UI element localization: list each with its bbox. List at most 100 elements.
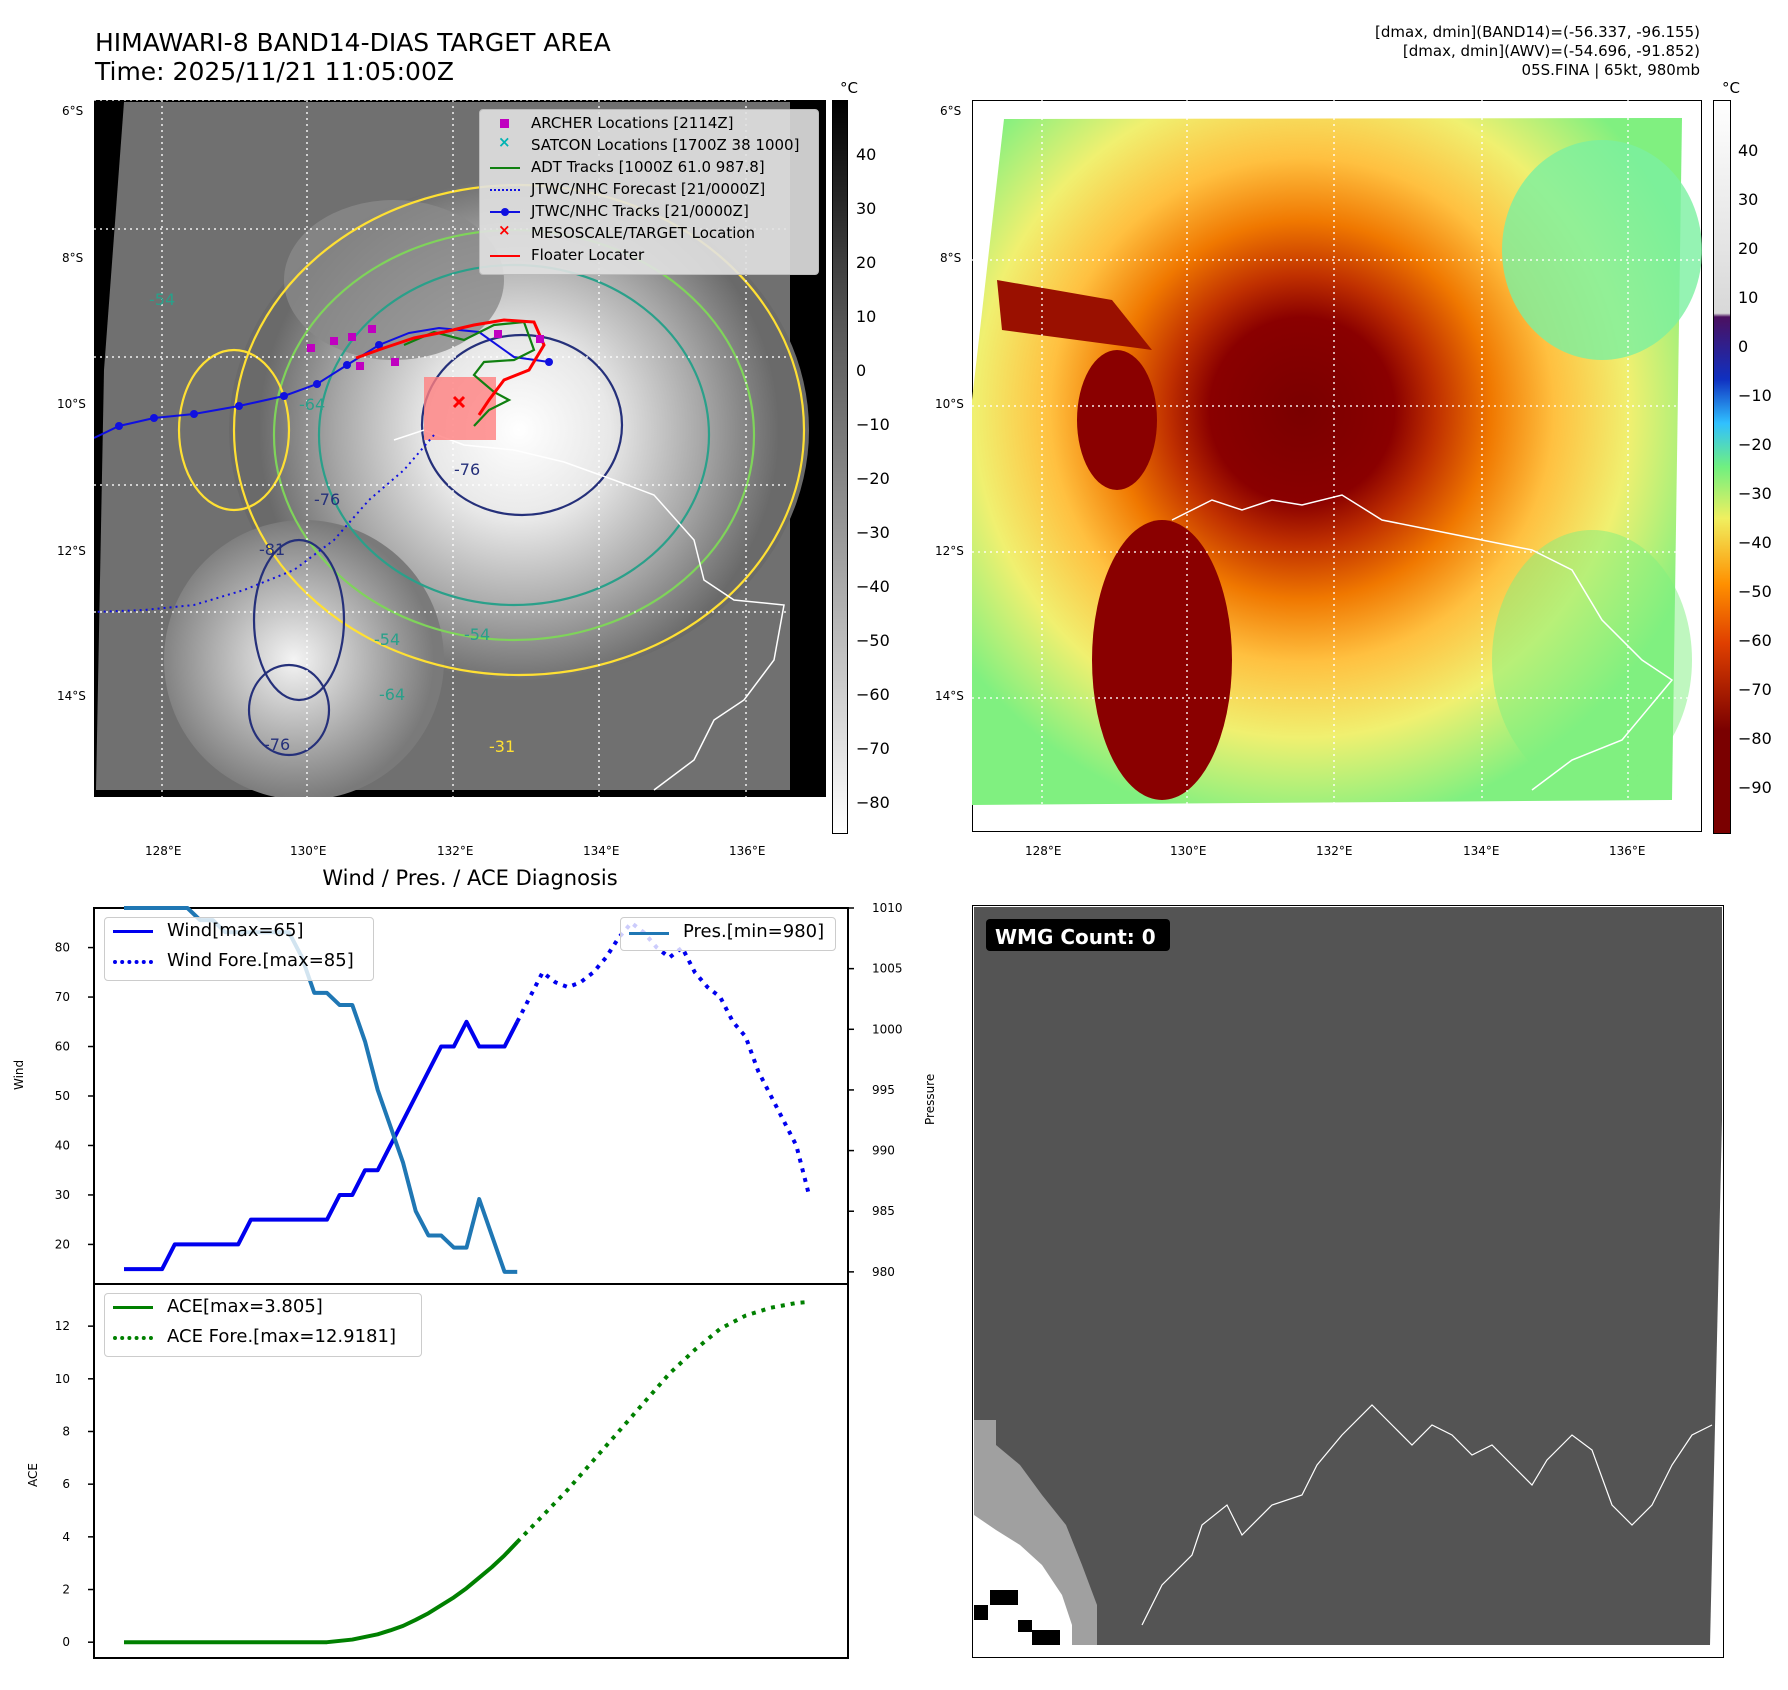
awv-colorbar-tick: −60: [1738, 631, 1772, 650]
awv-colorbar-tick: 20: [1738, 239, 1759, 258]
ir-colorbar-tick: 10: [856, 307, 877, 326]
wind-axis-label: Wind: [12, 1059, 26, 1090]
awv-colorbar-tick: −70: [1738, 680, 1772, 699]
contour-label: -54: [374, 630, 400, 649]
adt-track-line: [403, 320, 536, 427]
legend-label: ARCHER Locations [2114Z]: [531, 114, 734, 132]
pressure-series-line: [124, 906, 518, 1274]
contour-navy-sw: [252, 538, 346, 702]
wind-legend-label: Wind[max=65]: [167, 920, 304, 941]
jtwc-forecast-line: [94, 434, 435, 613]
jtwc-forecast-line-icon: [490, 189, 520, 191]
coastline-awv: [1171, 494, 1674, 791]
jtwc-track-point: [190, 410, 198, 418]
dmax-dmin-awv: [dmax, dmin](AWV)=(-54.696, -91.852): [1402, 42, 1700, 60]
ace-ytick-label: 0: [62, 1635, 70, 1649]
archer-point: [494, 330, 502, 338]
lon-label-128e: 128°E: [145, 844, 182, 858]
ir-colorbar-tick: −40: [856, 577, 890, 596]
wmg-edge-white: [974, 1515, 1072, 1645]
ace-ytick-label: 12: [55, 1319, 70, 1333]
wmg-black-cell: [990, 1590, 1018, 1605]
jtwc-track-point: [313, 380, 321, 388]
wind-series-line: [124, 1019, 520, 1272]
floater-line-icon: [490, 255, 520, 257]
awv-lat-label-12s: 12°S: [935, 544, 964, 558]
ir-colorbar-unit: °C: [840, 79, 858, 97]
pressure-legend-label: Pres.[min=980]: [683, 921, 825, 942]
diagnosis-title: Wind / Pres. / ACE Diagnosis: [322, 866, 618, 890]
wind-fore-legend-label: Wind Fore.[max=85]: [167, 950, 354, 971]
awv-lon-label-128e: 128°E: [1025, 844, 1062, 858]
archer-point: [330, 337, 338, 345]
ace-ytick-label: 4: [62, 1530, 70, 1544]
pressure-ytick-label: 1010: [872, 901, 903, 915]
jtwc-track-point: [343, 361, 351, 369]
awv-colorbar-tick: −30: [1738, 484, 1772, 503]
wind-fore-legend-line-icon: [113, 960, 153, 964]
awv-dry-slot-sw: [1092, 520, 1232, 800]
ir-colorbar-tick: −10: [856, 415, 890, 434]
pressure-legend: Pres.[min=980]: [620, 917, 836, 951]
legend-entry-jtwc-tracks: JTWC/NHC Tracks [21/0000Z]: [480, 202, 818, 224]
pressure-legend-line-icon: [629, 932, 669, 935]
lat-label-12s: 12°S: [57, 544, 86, 558]
wind-ytick-label: 30: [55, 1188, 70, 1202]
wmg-black-cell: [974, 1605, 988, 1620]
pressure-ytick-label: 985: [872, 1204, 895, 1218]
archer-point: [368, 325, 376, 333]
wind-ytick-label: 20: [55, 1237, 70, 1251]
jtwc-track-point: [545, 358, 553, 366]
awv-colorbar-unit: °C: [1722, 79, 1740, 97]
lon-label-134e: 134°E: [583, 844, 620, 858]
storm-info: 05S.FINA | 65kt, 980mb: [1521, 61, 1700, 79]
awv-lon-label-132e: 132°E: [1316, 844, 1353, 858]
jtwc-track-point: [280, 392, 288, 400]
awv-lat-label-8s: 8°S: [940, 251, 962, 265]
ir-colorbar-tick: −80: [856, 793, 890, 812]
pressure-ytick-label: 980: [872, 1265, 895, 1279]
lat-label-6s: 6°S: [62, 104, 84, 118]
ace-ytick-label: 8: [62, 1424, 70, 1438]
wind-legend: Wind[max=65] Wind Fore.[max=85]: [104, 917, 374, 981]
awv-colorbar: [1713, 100, 1731, 834]
jtwc-track-line: [94, 326, 550, 439]
jtwc-track-point: [115, 422, 123, 430]
contour-label: -64: [299, 395, 325, 414]
ace-series-line: [124, 1540, 519, 1645]
awv-colorbar-tick: −50: [1738, 582, 1772, 601]
awv-colorbar-tick: 30: [1738, 190, 1759, 209]
ace-legend-label: ACE[max=3.805]: [167, 1296, 323, 1317]
ir-colorbar-tick: 40: [856, 145, 877, 164]
jtwc-track-point: [150, 414, 158, 422]
awv-moist-ne: [1502, 140, 1702, 360]
ace-legend-line-icon: [113, 1306, 153, 1309]
awv-colorbar-tick: −20: [1738, 435, 1772, 454]
ace-legend: ACE[max=3.805] ACE Fore.[max=12.9181]: [104, 1293, 422, 1357]
wind-ytick-label: 70: [55, 990, 70, 1004]
awv-lon-label-134e: 134°E: [1463, 844, 1500, 858]
contour-label: -54: [464, 625, 490, 644]
contour-label: -54: [149, 290, 175, 309]
awv-dry-slot-w: [1077, 350, 1157, 490]
map-legend: ARCHER Locations [2114Z] × SATCON Locati…: [479, 109, 819, 275]
awv-moist-se: [1492, 530, 1692, 790]
floater-track-line: [355, 318, 546, 416]
lon-label-130e: 130°E: [290, 844, 327, 858]
awv-lon-label-130e: 130°E: [1170, 844, 1207, 858]
wind-legend-line-icon: [113, 930, 153, 933]
jtwc-track-point: [235, 402, 243, 410]
mesoscale-x-icon: ×: [498, 221, 511, 239]
pressure-ytick-label: 995: [872, 1083, 895, 1097]
contour-label: -76: [454, 460, 480, 479]
wind-ytick-label: 60: [55, 1040, 70, 1054]
awv-lat-label-14s: 14°S: [935, 689, 964, 703]
ir-colorbar-tick: −50: [856, 631, 890, 650]
awv-colorbar-tick: −80: [1738, 729, 1772, 748]
legend-label: ADT Tracks [1000Z 61.0 987.8]: [531, 158, 765, 176]
awv-lat-label-6s: 6°S: [940, 104, 962, 118]
awv-colorbar-tick: −10: [1738, 386, 1772, 405]
pressure-ytick-label: 990: [872, 1144, 895, 1158]
contour-yellow-w: [177, 348, 291, 512]
pressure-ytick-label: 1005: [872, 962, 903, 976]
